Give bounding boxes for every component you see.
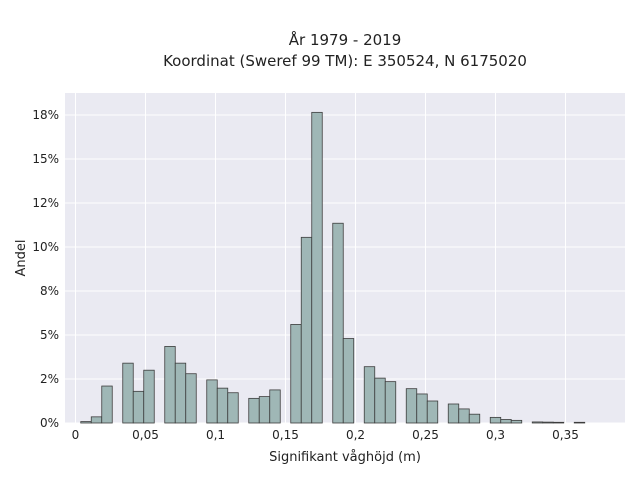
- histogram-bar: [573, 421, 586, 424]
- histogram-bar: [468, 413, 481, 424]
- histogram-bar: [374, 377, 386, 424]
- histogram-bar: [248, 397, 260, 424]
- histogram-bar: [300, 236, 313, 424]
- x-axis-label: Signifikant våghöjd (m): [269, 450, 421, 465]
- histogram-bar: [500, 419, 512, 424]
- x-tick-label: 0: [72, 428, 80, 442]
- histogram-bar: [363, 366, 376, 424]
- histogram-bar: [458, 408, 470, 424]
- y-tick-label: 8%: [40, 284, 59, 298]
- histogram-bar: [542, 421, 554, 424]
- histogram-bar: [342, 338, 355, 424]
- histogram-bar: [531, 421, 544, 424]
- y-tick-label: 0%: [40, 416, 59, 430]
- histogram-bar: [426, 400, 439, 424]
- histogram-bar: [174, 362, 187, 424]
- histogram-bar: [489, 416, 502, 424]
- histogram-bar: [206, 379, 218, 424]
- histogram-bar: [269, 389, 281, 424]
- histogram-bar: [510, 419, 523, 424]
- histogram-bar: [122, 362, 134, 424]
- chart-title-line1: År 1979 - 2019: [289, 30, 402, 49]
- histogram-bar: [311, 111, 323, 424]
- y-tick-label: 12%: [32, 196, 59, 210]
- histogram-bar: [384, 381, 397, 424]
- histogram-bar: [101, 385, 113, 424]
- histogram-bar: [332, 222, 344, 424]
- histogram-bar: [216, 387, 229, 424]
- histogram-bar: [80, 421, 92, 424]
- histogram-bar: [227, 392, 239, 424]
- y-tick-label: 18%: [32, 108, 59, 122]
- histogram-bar: [447, 403, 460, 424]
- histogram-bar: [185, 373, 197, 424]
- histogram-bar: [290, 324, 302, 424]
- x-tick-label: 0,2: [346, 428, 365, 442]
- y-axis-label: Andel: [14, 240, 29, 277]
- x-tick-label: 0,25: [412, 428, 439, 442]
- x-tick-label: 0,3: [486, 428, 505, 442]
- y-axis-ticks: 0% 2% 5% 8% 10% 12% 15% 18%: [32, 108, 59, 430]
- x-tick-label: 0,1: [206, 428, 225, 442]
- x-tick-label: 0,05: [132, 428, 159, 442]
- histogram-bar: [164, 346, 176, 424]
- y-tick-label: 5%: [40, 328, 59, 342]
- y-tick-label: 10%: [32, 240, 59, 254]
- histogram-bar: [416, 393, 428, 424]
- histogram-bar: [143, 369, 155, 424]
- histogram-bar: [552, 421, 565, 424]
- y-tick-label: 15%: [32, 152, 59, 166]
- histogram-bars: [80, 111, 586, 424]
- histogram-bar: [258, 396, 271, 424]
- x-axis-ticks: 0 0,05 0,1 0,15 0,2 0,25 0,3 0,35: [72, 428, 579, 442]
- x-tick-label: 0,35: [552, 428, 579, 442]
- histogram-bar: [132, 390, 145, 424]
- histogram-bar: [405, 388, 418, 424]
- histogram-bar: [90, 416, 103, 424]
- x-tick-label: 0,15: [272, 428, 299, 442]
- y-tick-label: 2%: [40, 372, 59, 386]
- chart-title-line2: Koordinat (Sweref 99 TM): E 350524, N 61…: [163, 52, 527, 70]
